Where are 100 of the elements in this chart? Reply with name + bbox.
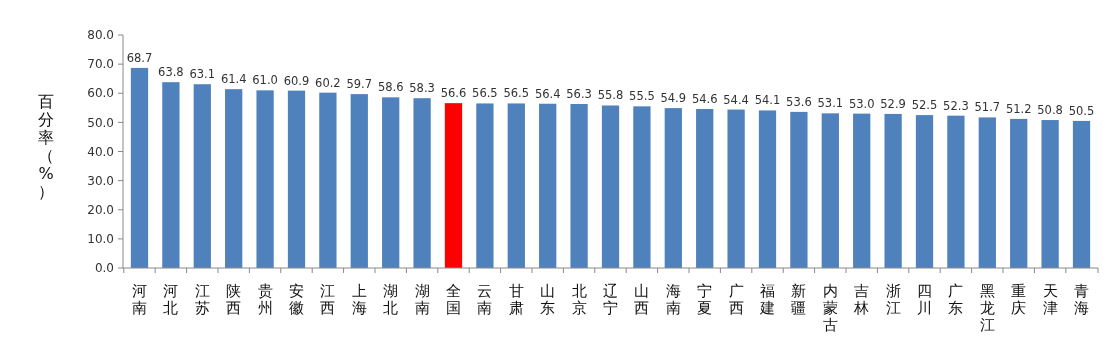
- x-tick-label: 黑龙江: [979, 282, 995, 334]
- data-label: 61.0: [252, 73, 278, 88]
- y-tick-label: 70.0: [87, 57, 114, 72]
- bar: [727, 109, 745, 268]
- data-label: 63.1: [189, 67, 216, 82]
- data-label: 50.8: [1037, 103, 1063, 118]
- x-tick-label: 山西: [634, 282, 650, 317]
- x-tick-label: 北京: [571, 282, 587, 317]
- data-label: 68.7: [126, 50, 153, 65]
- data-label: 51.7: [974, 100, 1001, 115]
- bar: [444, 103, 463, 268]
- bar: [319, 92, 337, 268]
- bar: [287, 90, 306, 268]
- data-label: 51.2: [1005, 101, 1032, 116]
- data-label: 54.9: [660, 91, 687, 106]
- data-label: 52.9: [880, 96, 906, 111]
- y-tick-label: 30.0: [87, 173, 114, 188]
- y-axis-title: 百分率（%）: [38, 91, 54, 201]
- x-tick-label: 浙江: [885, 282, 901, 317]
- data-label: 60.2: [315, 75, 341, 90]
- bar: [350, 94, 368, 268]
- bar: [696, 108, 714, 268]
- x-tick-label: 海南: [665, 282, 681, 317]
- data-label: 56.5: [472, 86, 498, 101]
- x-tick-label: 天津: [1042, 282, 1058, 317]
- data-label: 54.6: [691, 91, 718, 106]
- data-label: 53.1: [817, 96, 844, 111]
- x-tick-label: 贵州: [257, 282, 273, 317]
- bar: [790, 111, 808, 268]
- y-tick-label: 60.0: [87, 86, 114, 101]
- bar: [570, 104, 588, 268]
- bar: [884, 113, 902, 268]
- y-tick-label: 20.0: [87, 202, 114, 217]
- bar: [633, 106, 651, 268]
- x-tick-label: 青海: [1074, 282, 1090, 317]
- bar: [601, 105, 620, 268]
- x-tick-label: 湖南: [414, 282, 430, 317]
- bar: [507, 103, 525, 268]
- bar: [853, 113, 871, 268]
- bar: [821, 113, 839, 268]
- x-tick-label: 吉林: [853, 282, 870, 317]
- x-tick-label: 四川: [917, 282, 933, 317]
- bar: [162, 82, 180, 268]
- bar: [130, 67, 149, 268]
- data-label: 55.8: [597, 88, 624, 103]
- data-label: 50.5: [1068, 103, 1095, 118]
- x-tick-label: 上海: [351, 282, 367, 317]
- bar: [382, 97, 400, 268]
- x-tick-label: 河南: [131, 282, 147, 317]
- x-tick-label: 湖北: [383, 282, 399, 317]
- bar: [947, 115, 965, 268]
- y-tick-label: 0.0: [94, 261, 114, 276]
- bar: [1041, 120, 1059, 268]
- data-label: 59.7: [346, 77, 373, 92]
- bar: [758, 110, 777, 268]
- data-label: 56.4: [534, 86, 561, 101]
- x-tick-label: 全国: [446, 282, 461, 317]
- x-tick-label: 山东: [540, 282, 556, 317]
- data-label: 54.1: [754, 93, 781, 108]
- bar: [1010, 118, 1028, 268]
- y-tick-label: 80.0: [87, 28, 114, 43]
- data-label: 56.6: [440, 86, 467, 101]
- x-tick-label: 广东: [948, 282, 964, 317]
- data-label: 58.6: [377, 80, 404, 95]
- data-label: 55.5: [629, 89, 655, 104]
- x-tick-label: 宁夏: [697, 282, 713, 317]
- x-tick-label: 陕西: [226, 282, 242, 317]
- x-tick-label: 河北: [163, 282, 179, 317]
- data-label: 56.3: [566, 87, 592, 102]
- x-tick-label: 广西: [728, 282, 744, 317]
- bar: [225, 89, 243, 268]
- data-label: 53.6: [786, 94, 812, 109]
- data-label: 63.8: [158, 65, 184, 80]
- data-label: 56.5: [503, 86, 530, 101]
- bar: [476, 103, 494, 268]
- x-tick-label: 福建: [759, 282, 775, 317]
- x-tick-label: 安徽: [288, 282, 304, 317]
- bar: [1072, 120, 1091, 268]
- x-tick-label: 新疆: [791, 282, 807, 317]
- bar: [193, 84, 211, 268]
- data-label: 54.4: [723, 92, 749, 107]
- y-tick-label: 50.0: [87, 115, 114, 130]
- data-label: 61.4: [220, 72, 247, 87]
- data-label: 52.3: [943, 98, 969, 113]
- x-tick-label: 云南: [477, 282, 493, 317]
- data-label: 58.3: [409, 81, 435, 96]
- x-tick-label: 内蒙古: [822, 282, 838, 334]
- x-tick-label: 辽宁: [603, 282, 618, 317]
- bar: [539, 103, 557, 268]
- y-tick-label: 10.0: [87, 232, 114, 247]
- bar: [978, 117, 996, 268]
- bar: [256, 90, 274, 268]
- data-label: 53.0: [848, 96, 875, 111]
- bar: [413, 98, 431, 268]
- data-label: 60.9: [283, 73, 310, 88]
- x-tick-label: 重庆: [1011, 282, 1027, 317]
- x-tick-label: 甘肃: [508, 282, 524, 317]
- x-tick-label: 江苏: [194, 282, 210, 317]
- y-tick-label: 40.0: [87, 144, 114, 159]
- bar: [915, 115, 934, 268]
